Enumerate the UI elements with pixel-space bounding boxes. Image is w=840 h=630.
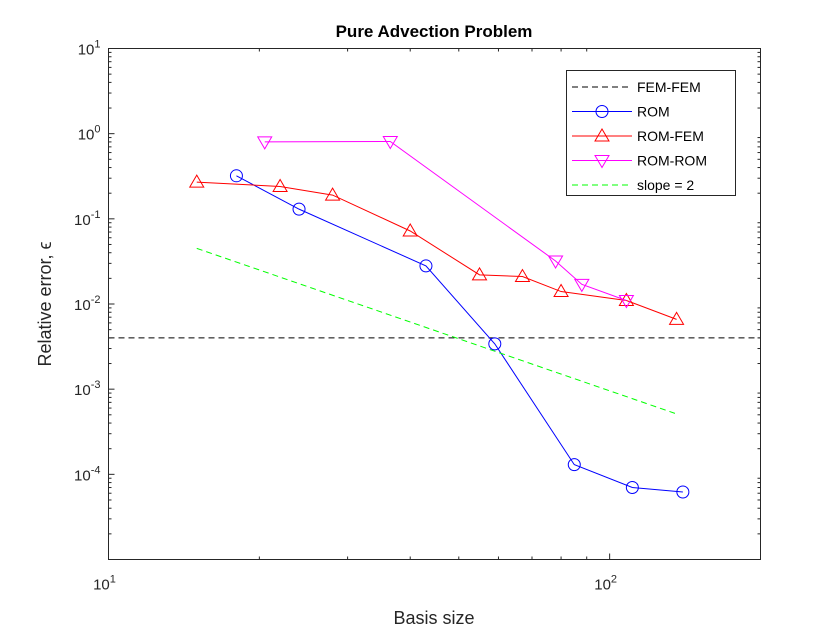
y-tick-label: 10-2: [74, 294, 100, 314]
data-point-rom-fem: [668, 311, 685, 325]
y-tick-label: 10-3: [74, 379, 100, 399]
data-point-rom: [567, 458, 581, 472]
series-slope-2: [196, 247, 676, 414]
series-line-rom: [236, 175, 683, 493]
data-point-rom-fem: [514, 268, 531, 283]
y-tick-label: 100: [78, 124, 101, 144]
data-point-rom-rom: [618, 294, 635, 309]
series-rom: [229, 169, 690, 499]
legend: FEM-FEM ROM ROM-FEM ROM-ROM slope = 2: [566, 70, 736, 196]
data-point-rom-rom: [573, 278, 590, 293]
data-point-rom: [625, 481, 639, 495]
data-point-rom-rom: [256, 136, 273, 150]
legend-box: [566, 70, 736, 196]
y-tick-label: 10-1: [74, 209, 100, 229]
data-point-rom: [229, 169, 243, 183]
legend-label-rom-rom: ROM-ROM: [637, 153, 707, 169]
data-point-rom-fem: [553, 283, 569, 298]
x-tick-label: 101: [93, 574, 116, 594]
legend-label-slope-2: slope = 2: [637, 177, 694, 193]
tick-layer: 10-4 10-3 10-2 10-1 100 101 101 102: [74, 39, 761, 594]
series-rom-rom: [256, 135, 635, 309]
y-tick-label: 101: [78, 39, 101, 59]
series-rom-fem: [188, 174, 685, 325]
data-point-rom-rom: [547, 255, 564, 269]
series-line-slope-2: [196, 247, 676, 414]
legend-label-fem-fem: FEM-FEM: [637, 79, 701, 95]
data-point-rom-rom: [382, 135, 399, 150]
legend-label-rom-fem: ROM-FEM: [637, 128, 704, 144]
legend-marker-rom: [595, 105, 609, 118]
series-line-rom-rom: [264, 140, 627, 301]
data-point-rom: [419, 259, 433, 273]
data-point-rom: [292, 202, 306, 216]
legend-marker-rom-rom: [594, 155, 610, 169]
data-point-rom-fem: [272, 178, 288, 192]
data-point-rom: [488, 337, 502, 351]
chart-title: Pure Advection Problem: [336, 22, 533, 41]
y-axis-label: Relative error, ϵ: [35, 241, 55, 366]
legend-label-rom: ROM: [637, 104, 670, 120]
series-layer: [108, 135, 761, 499]
x-tick-label: 102: [594, 574, 617, 594]
legend-marker-rom-fem: [594, 128, 610, 142]
data-point-rom: [676, 485, 690, 499]
data-point-rom-fem: [324, 187, 341, 201]
series-line-rom-fem: [196, 181, 677, 320]
data-point-rom-fem: [402, 222, 419, 237]
y-tick-label: 10-4: [74, 464, 100, 484]
data-point-rom-fem: [188, 174, 205, 188]
data-point-rom-fem: [471, 266, 488, 281]
x-axis-label: Basis size: [393, 608, 474, 628]
